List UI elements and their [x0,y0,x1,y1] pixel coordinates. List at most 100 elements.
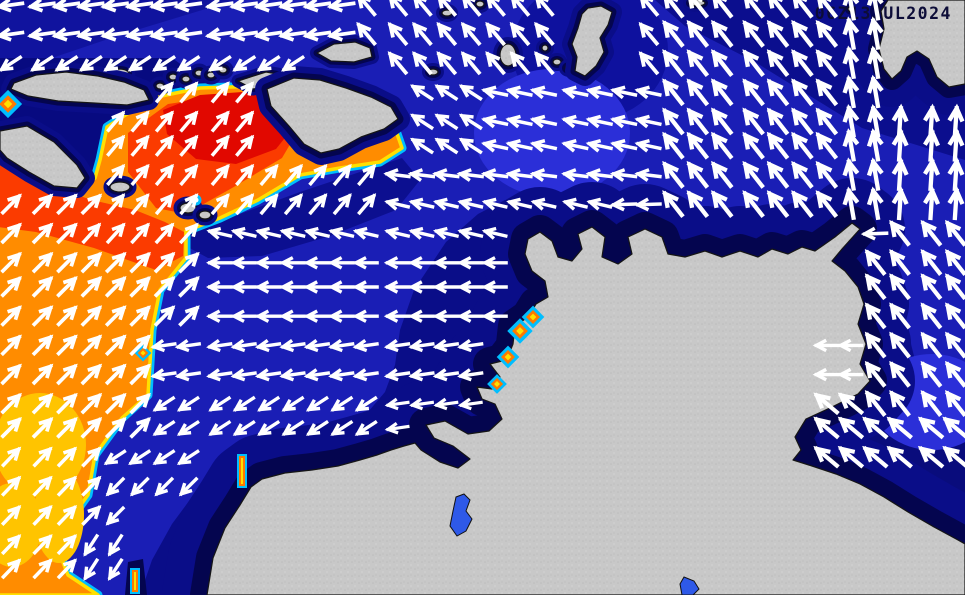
swell-arrow [257,419,281,437]
swell-arrow [150,368,177,382]
swell-arrow [408,339,435,353]
swell-arrow [766,19,790,48]
swell-arrow [0,251,22,274]
swell-arrow [433,197,460,211]
swell-arrow [920,390,943,417]
swell-arrow [32,475,53,497]
swell-arrow [56,558,78,580]
swell-arrow [815,190,839,219]
swell-arrow [283,193,303,216]
swell-arrow [230,256,257,270]
swell-arrow [103,449,127,466]
swell-arrow [457,397,483,411]
swell-arrow [384,397,410,411]
swell-arrow [303,256,330,270]
swell-arrow [742,78,765,107]
swell-arrow [326,27,356,42]
swell-arrow [259,193,279,216]
swell-arrow [433,397,459,411]
swell-arrow [438,0,458,17]
swell-arrow [460,21,482,47]
swell-arrow [281,54,306,72]
swell-arrow [32,534,53,556]
swell-arrow [352,368,379,382]
swell-arrow [686,78,710,107]
swell-arrow [104,334,127,357]
swell-arrow [130,110,150,133]
swell-arrow [509,21,531,47]
swell-arrow [864,302,887,330]
swell-arrow [0,446,22,468]
swell-arrow [104,417,127,439]
swell-arrow [710,19,734,48]
swell-arrow [407,168,436,182]
swell-arrow [529,85,558,100]
swell-arrow [889,360,911,388]
swell-arrow [842,157,860,191]
swell-arrow [56,534,78,556]
swell-arrow [352,309,379,323]
swell-arrow [129,392,151,415]
swell-arrow [815,49,839,78]
swell-arrow [686,160,710,189]
swell-arrow [864,390,887,417]
islet [475,0,485,8]
swell-arrow [0,363,22,386]
swell-arrow [434,113,459,131]
swell-arrow [610,85,638,100]
swell-arrow [485,51,506,76]
swell-arrow [104,251,127,274]
swell-arrow [105,222,126,245]
swell-arrow [634,114,662,129]
swell-arrow [886,416,913,440]
swell-arrow [149,0,178,13]
swell-arrow [56,276,78,298]
swell-arrow [80,417,103,439]
swell-arrow [130,163,150,187]
swell-arrow [866,128,884,162]
swell-arrow [281,395,305,412]
swell-arrow [75,0,105,13]
swell-arrow [174,339,202,353]
swell-arrow [124,0,154,13]
swell-arrow [662,19,685,48]
swell-arrow [768,0,790,19]
island-topright [878,0,965,88]
islet [198,210,212,220]
swell-arrow [154,81,174,104]
swell-arrow [812,367,839,382]
swell-arrow [354,395,378,412]
island-timor [266,77,399,154]
swell-arrow [842,103,860,138]
swell-arrow [742,19,765,48]
swell-arrow [173,0,203,13]
swell-arrow [352,280,379,294]
swell-arrow [837,416,865,440]
swell-arrow [866,0,884,21]
swell-arrow [889,302,911,330]
swell-arrow [303,368,331,382]
swell-arrow [791,131,814,160]
swell-arrow [383,339,411,353]
swell-arrow [332,193,352,216]
swell-arrow [178,305,200,327]
swell-arrow [176,395,200,412]
swell-arrow [104,305,127,327]
swell-arrow [81,504,102,526]
swell-arrow [458,84,483,102]
swell-arrow [866,186,884,221]
swell-arrow [230,339,257,353]
swell-arrow [104,392,127,415]
swell-arrow [813,445,840,469]
swell-arrow [206,226,233,240]
island-north [316,41,373,63]
island-alor [10,71,150,106]
swell-arrow [433,226,460,240]
swell-arrow [944,219,965,247]
swell-arrow [585,85,614,100]
swell-arrow [460,51,482,76]
swell-arrow [129,363,151,386]
swell-arrow [585,168,614,182]
swell-arrow [303,309,330,323]
swell-arrow [0,276,22,298]
